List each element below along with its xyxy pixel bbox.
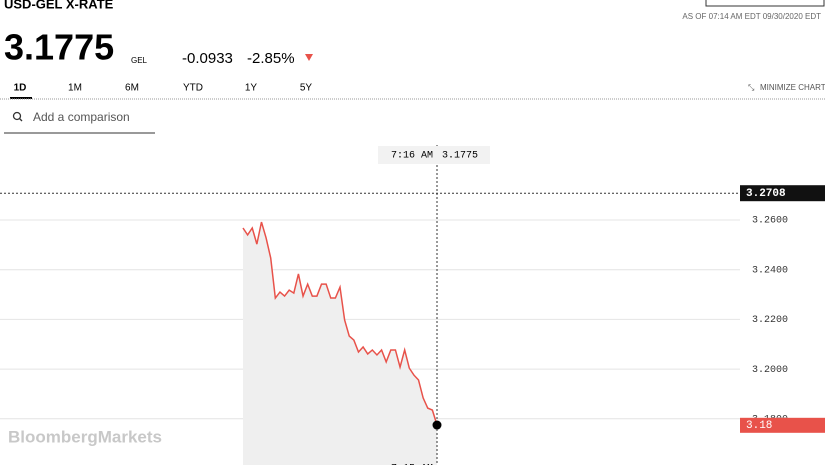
last-label: 3.18 [746, 420, 772, 432]
area [243, 222, 437, 465]
previous-close-label: 3.2708 [746, 188, 786, 200]
range-tab[interactable]: YTD [183, 83, 203, 94]
change-pct: -2.85% [247, 50, 295, 67]
search-box[interactable] [705, 0, 825, 7]
last-box [740, 417, 825, 433]
crosshair-time: 7:16 AM [391, 151, 433, 162]
comparison-input[interactable]: Add a comparison [33, 110, 130, 124]
x-axis-label: 7:15 AM [391, 464, 433, 465]
range-tab[interactable]: 1D [14, 83, 27, 94]
title: USD-GEL X-RATE [4, 0, 114, 11]
crosshair-value: 3.1775 [442, 151, 478, 162]
range-tab[interactable]: 1M [68, 83, 82, 94]
y-tick-label: 3.2000 [752, 365, 788, 376]
price: 3.1775 [4, 27, 114, 68]
previous-close-box [740, 185, 825, 202]
range-tab[interactable]: 1Y [245, 83, 258, 94]
range-tab[interactable]: 6M [125, 83, 139, 94]
minimize-chart[interactable]: MINIMIZE CHART [760, 83, 825, 92]
as-of: AS OF 07:14 AM EDT 09/30/2020 EDT [682, 12, 821, 21]
change: -0.0933 [182, 50, 233, 67]
minimize-icon[interactable]: ⤡ [748, 83, 755, 92]
y-tick-label: 3.2200 [752, 315, 788, 326]
search-icon [12, 111, 22, 121]
crosshair-box [378, 146, 490, 164]
down-arrow [305, 54, 313, 61]
price-line [242, 221, 438, 426]
y-tick-label: 3.2600 [752, 216, 788, 227]
range-tab[interactable]: 5Y [300, 83, 313, 94]
currency: GEL [131, 56, 148, 65]
last-point [432, 420, 442, 430]
watermark: BloombergMarkets [8, 427, 162, 446]
y-tick-label: 3.2400 [752, 265, 788, 276]
search-icon [19, 118, 23, 122]
